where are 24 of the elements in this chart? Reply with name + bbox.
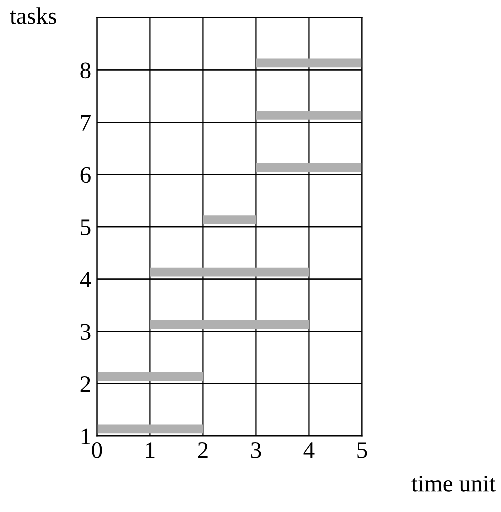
bar <box>97 424 204 434</box>
x-tick-label: 4 <box>304 442 315 458</box>
y-tick-label: 5 <box>81 220 91 236</box>
y-tick-label: 2 <box>80 376 90 392</box>
y-tick-label: 7 <box>81 115 91 131</box>
bar <box>256 58 362 68</box>
bar <box>256 110 362 120</box>
y-tick-label: 1 <box>82 428 90 444</box>
x-tick-label: 3 <box>251 442 262 458</box>
y-tick-label: 3 <box>80 324 91 340</box>
x-tick-label: 2 <box>198 442 208 458</box>
x-tick-label: 5 <box>358 442 368 458</box>
y-tick-label: 4 <box>80 272 92 288</box>
y-tick-label: 6 <box>80 167 91 184</box>
y-axis-title: tasks <box>10 8 56 24</box>
bar <box>150 268 310 277</box>
bar <box>97 372 204 382</box>
x-tick-label: 1 <box>146 442 155 458</box>
x-axis-title: time unit <box>412 476 496 492</box>
bar <box>203 216 256 224</box>
bar <box>256 163 362 172</box>
y-tick-label: 8 <box>80 62 91 79</box>
bar <box>150 320 310 330</box>
x-tick-label: 0 <box>92 442 102 458</box>
